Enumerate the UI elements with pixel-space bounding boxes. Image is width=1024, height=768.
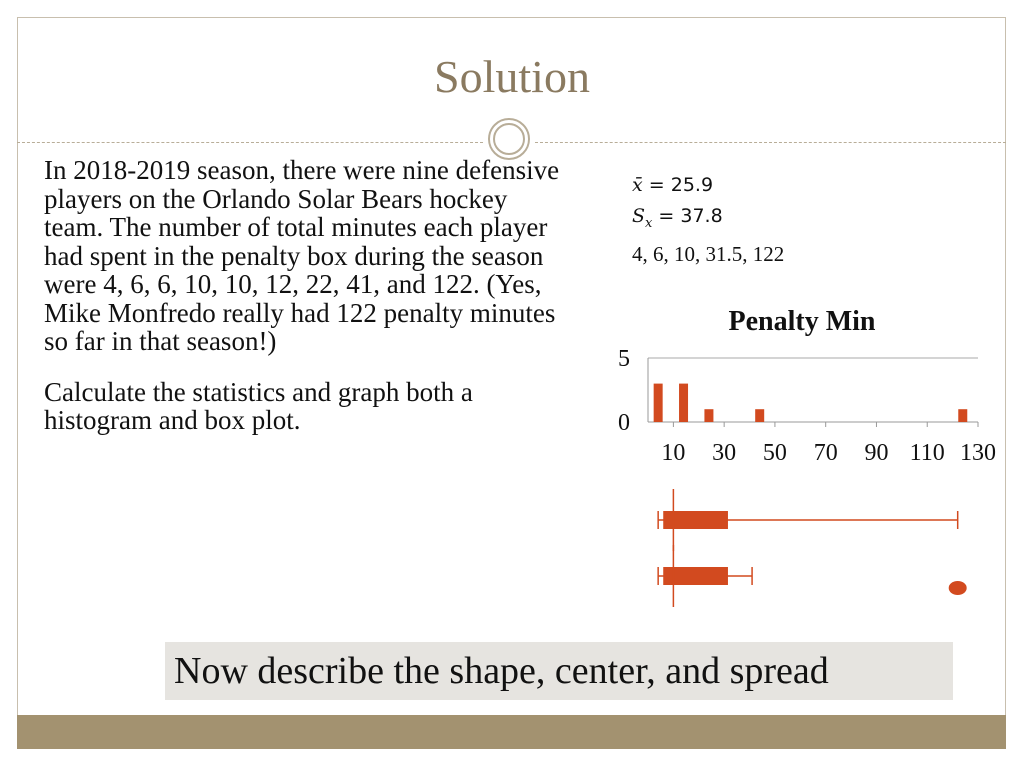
box-iqr [663,511,728,529]
y-tick-label: 5 [618,346,630,372]
footer-bar [17,715,1006,749]
histogram-bar [679,383,689,422]
divider-ring-ornament [488,118,530,160]
box-outlier [948,581,967,595]
callout-banner: Now describe the shape, center, and spre… [165,642,953,700]
sd-symbol: S [632,205,646,227]
problem-paragraph: In 2018-2019 season, there were nine def… [44,155,560,356]
box-plots [657,489,967,607]
histogram-bar [704,409,714,422]
x-tick-label: 90 [864,440,888,466]
mean-symbol: x̄ [632,174,643,196]
mean-value: = 25.9 [648,174,714,196]
y-tick-label: 0 [618,410,630,436]
histogram-bar [755,409,765,422]
title-divider-right [535,142,1006,143]
sd-value: = 37.8 [658,205,723,227]
x-tick-label: 110 [910,440,945,466]
statistics-block: x̄ = 25.9 Sx = 37.8 4, 6, 10, 31.5, 122 [632,170,784,270]
x-tick-label: 30 [712,440,736,466]
chart-title: Penalty Min [729,306,876,337]
slide-title: Solution [434,51,590,102]
x-tick-label: 50 [763,440,787,466]
histogram-bar [958,409,968,422]
x-tick-label: 130 [960,440,996,466]
title-divider-left [17,142,483,143]
mean-line: x̄ = 25.9 [632,170,784,201]
histogram-bar [653,383,663,422]
box-iqr [663,567,728,585]
histogram: 0 5 10 30 50 70 90 110 130 [618,346,996,466]
problem-text: In 2018-2019 season, there were nine def… [44,156,569,457]
sd-subscript: x [645,215,653,231]
x-tick-label: 10 [661,440,685,466]
histogram-and-boxplot-chart: Penalty Min 0 5 10 30 50 70 90 110 130 [618,306,996,607]
five-number-summary: 4, 6, 10, 31.5, 122 [632,241,785,266]
x-tick-label: 70 [814,440,838,466]
task-paragraph: Calculate the statistics and graph both … [44,376,473,435]
sd-line: Sx = 37.8 [632,201,784,239]
